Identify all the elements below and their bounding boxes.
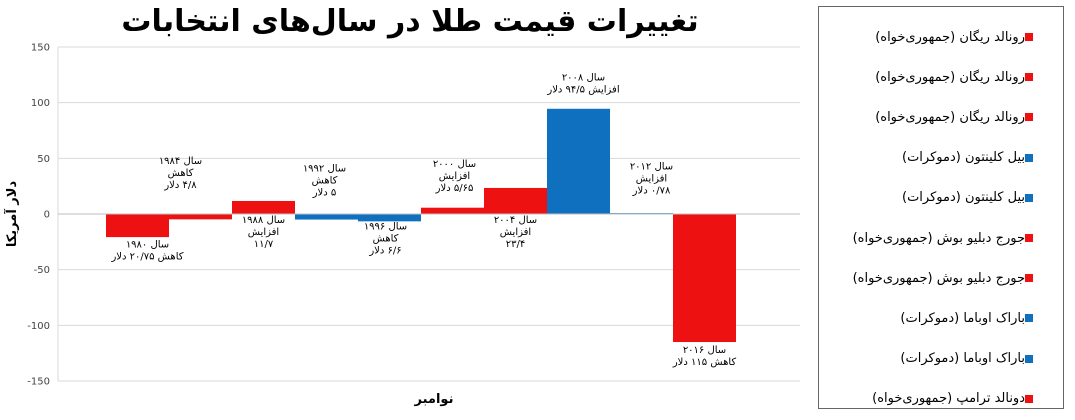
legend-label: رونالد ریگان (جمهوری‌خواه) (875, 109, 1025, 125)
bar-annotation: سال ۲۰۱۶ (683, 345, 726, 356)
y-tick-label: 50 (37, 154, 50, 165)
legend-swatch (1025, 33, 1033, 41)
legend-swatch (1025, 73, 1033, 82)
bar (421, 207, 484, 214)
bar-annotation: افزایش ۹۴/۵ دلار (546, 84, 619, 95)
legend-item: باراک اوباما (دموکرات) (819, 305, 1063, 331)
legend-label: دونالد ترامپ (جمهوری‌خواه) (872, 391, 1025, 407)
y-tick-label: 100 (31, 98, 50, 109)
bar-annotation: کاهش (373, 234, 399, 245)
bar-annotation: سال ۲۰۰۸ (562, 72, 605, 83)
bars (106, 108, 736, 343)
y-tick-label: 150 (31, 43, 50, 54)
legend-swatch (1025, 153, 1033, 162)
bar-annotation: ۵ دلار (312, 188, 337, 199)
bar (358, 214, 421, 222)
legend-item: رونالد ریگان (جمهوری‌خواه) (819, 104, 1063, 130)
legend-swatch (1025, 274, 1033, 283)
legend-label: جورج دبلیو بوش (جمهوری‌خواه) (852, 270, 1025, 286)
legend-item: جورج دبلیو بوش (جمهوری‌خواه) (819, 265, 1063, 291)
y-axis-label: دلار آمریکا (3, 181, 20, 248)
legend-label: باراک اوباما (دموکرات) (900, 310, 1025, 326)
legend-swatch (1025, 354, 1033, 363)
bar-annotation: سال ۱۹۹۶ (364, 222, 407, 233)
legend-item: رونالد ریگان (جمهوری‌خواه) (819, 24, 1063, 50)
bar-annotation: افزایش (636, 173, 667, 184)
legend-label: رونالد ریگان (جمهوری‌خواه) (875, 69, 1025, 85)
legend-label: رونالد ریگان (جمهوری‌خواه) (875, 29, 1025, 45)
y-tick-label: -150 (27, 377, 50, 388)
legend-swatch (1025, 113, 1033, 122)
bar-annotation: سال ۱۹۸۸ (242, 215, 285, 226)
bar (484, 187, 547, 214)
legend: رونالد ریگان (جمهوری‌خواه) رونالد ریگان (… (818, 6, 1064, 409)
bar-annotation: افزایش (439, 171, 470, 182)
bar (673, 214, 736, 343)
legend-label: باراک اوباما (دموکرات) (900, 351, 1025, 367)
bar-annotation: کاهش (312, 176, 338, 187)
legend-swatch (1025, 314, 1033, 323)
bar-annotation: سال ۲۰۰۴ (494, 215, 537, 226)
legend-label: جورج دبلیو بوش (جمهوری‌خواه) (852, 230, 1025, 246)
bar-annotation: سال ۱۹۸۴ (159, 156, 202, 167)
bar-annotation: سال ۱۹۹۲ (303, 164, 346, 175)
legend-swatch (1025, 234, 1033, 242)
bar-annotation: ۶/۶ دلار (368, 246, 401, 257)
legend-label: بیل کلینتون (دموکرات) (902, 150, 1025, 166)
legend-item: بیل کلینتون (دموکرات) (819, 185, 1063, 211)
bar-annotation: ۲۳/۴ (506, 239, 525, 250)
bar (547, 108, 610, 214)
bar-annotation: کاهش (168, 168, 194, 179)
bar-annotation: سال ۲۰۱۲ (630, 161, 673, 172)
bar-annotation: سال ۲۰۰۰ (433, 159, 476, 170)
legend-item: بیل کلینتون (دموکرات) (819, 145, 1063, 171)
bar-annotation: ۵/۶۵ دلار (435, 183, 474, 194)
bar (106, 214, 169, 238)
bar-annotation: کاهش ۱۱۵ دلار (672, 357, 737, 368)
legend-item: باراک اوباما (دموکرات) (819, 346, 1063, 372)
chart-title: تغییرات قیمت طلا در سال‌های انتخابات (121, 4, 699, 39)
bar-annotation: سال ۱۹۸۰ (126, 239, 169, 250)
legend-item: دونالد ترامپ (جمهوری‌خواه) (819, 386, 1063, 412)
bar-annotation: افزایش (248, 227, 279, 238)
bar-annotation: ۰/۷۸ دلار (632, 185, 671, 196)
legend-item: جورج دبلیو بوش (جمهوری‌خواه) (819, 225, 1063, 251)
bar-annotation: کاهش ۲۰/۷۵ دلار (110, 251, 183, 262)
y-tick-labels: 150 100 50 0 -50 -100 -150 (27, 43, 50, 388)
bar-annotation: افزایش (500, 227, 531, 238)
legend-swatch (1025, 193, 1033, 202)
y-tick-label: -100 (27, 321, 50, 332)
y-tick-label: -50 (34, 265, 50, 276)
bar (295, 214, 358, 220)
bar (232, 200, 295, 214)
bar-annotation: ۴/۸ دلار (163, 180, 197, 191)
y-tick-label: 0 (44, 210, 50, 221)
bar (169, 214, 232, 220)
x-axis-label: نوامبر (414, 392, 454, 407)
legend-swatch (1025, 394, 1033, 403)
bar-annotation: ۱۱/۷ (254, 239, 274, 250)
legend-item: رونالد ریگان (جمهوری‌خواه) (819, 64, 1063, 90)
legend-label: بیل کلینتون (دموکرات) (902, 190, 1025, 206)
